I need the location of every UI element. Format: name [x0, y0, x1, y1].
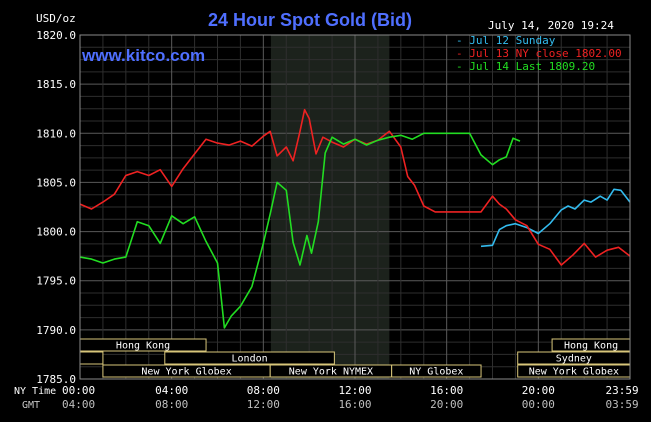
- y-tick-label: 1790.0: [36, 324, 76, 337]
- ny-time-label: NY Time: [14, 386, 56, 397]
- legend-entry-jul13: - Jul 13 NY close 1802.00: [456, 47, 622, 60]
- session-label: New York Globex: [529, 367, 619, 378]
- y-tick-label: 1810.0: [36, 127, 76, 140]
- y-axis-label: USD/oz: [36, 12, 76, 25]
- session-label: Hong Kong: [116, 341, 170, 352]
- x-tick-labels: 00:0004:0004:0008:0008:0012:0012:0016:00…: [62, 384, 639, 411]
- x-tick-ny: 12:00: [338, 384, 371, 397]
- session-label: London: [232, 354, 268, 365]
- y-tick-label: 1795.0: [36, 275, 76, 288]
- chart-title: 24 Hour Spot Gold (Bid): [208, 10, 412, 30]
- x-tick-gmt: 04:00: [62, 398, 95, 411]
- legend: - Jul 12 Sunday - Jul 13 NY close 1802.0…: [456, 34, 622, 73]
- legend-entry-jul14: - Jul 14 Last 1809.20: [456, 60, 595, 73]
- session-band: [164, 351, 335, 365]
- x-tick-ny: 08:00: [247, 384, 280, 397]
- session-band: [391, 364, 482, 378]
- gmt-label: GMT: [22, 400, 40, 411]
- y-tick-label: 1820.0: [36, 29, 76, 42]
- session-label: New York Globex: [141, 367, 231, 378]
- y-tick-label: 1815.0: [36, 78, 76, 91]
- x-tick-gmt: 00:00: [522, 398, 555, 411]
- y-tick-label: 1800.0: [36, 226, 76, 239]
- kitco-watermark: www.kitco.com: [81, 46, 205, 65]
- legend-entry-jul12: - Jul 12 Sunday: [456, 34, 556, 47]
- x-tick-gmt: 03:59: [605, 398, 638, 411]
- session-bands: Hong Kong Hong Kong London Sydney New York G…: [79, 338, 631, 378]
- y-tick-labels: 1820.0 1815.0 1810.0 1805.0 1800.0 1795.0 1790…: [36, 29, 76, 386]
- x-tick-ny: 20:00: [522, 384, 555, 397]
- x-tick-ny: 04:00: [155, 384, 188, 397]
- session-label: New York NYMEX: [289, 367, 373, 378]
- session-label: Hong Kong: [564, 341, 618, 352]
- x-tick-gmt: 08:00: [155, 398, 188, 411]
- plot-border: [79, 34, 631, 380]
- datetime-stamp: July 14, 2020 19:24: [488, 19, 614, 32]
- series-line-1: [79, 108, 631, 266]
- y-tick-label: 1785.0: [36, 373, 76, 386]
- x-tick-ny: 16:00: [430, 384, 463, 397]
- session-label: Sydney: [556, 354, 592, 365]
- series-line-2: [79, 132, 521, 329]
- y-tick-label: 1805.0: [36, 176, 76, 189]
- x-tick-ny: 00:00: [62, 384, 95, 397]
- series-lines: [79, 108, 631, 329]
- x-tick-gmt: 20:00: [430, 398, 463, 411]
- series-line-0: [480, 188, 631, 248]
- session-band: [79, 351, 104, 365]
- x-tick-ny: 23:59: [605, 384, 638, 397]
- session-label: NY Globex: [409, 367, 463, 378]
- x-tick-gmt: 16:00: [338, 398, 371, 411]
- x-tick-gmt: 12:00: [247, 398, 280, 411]
